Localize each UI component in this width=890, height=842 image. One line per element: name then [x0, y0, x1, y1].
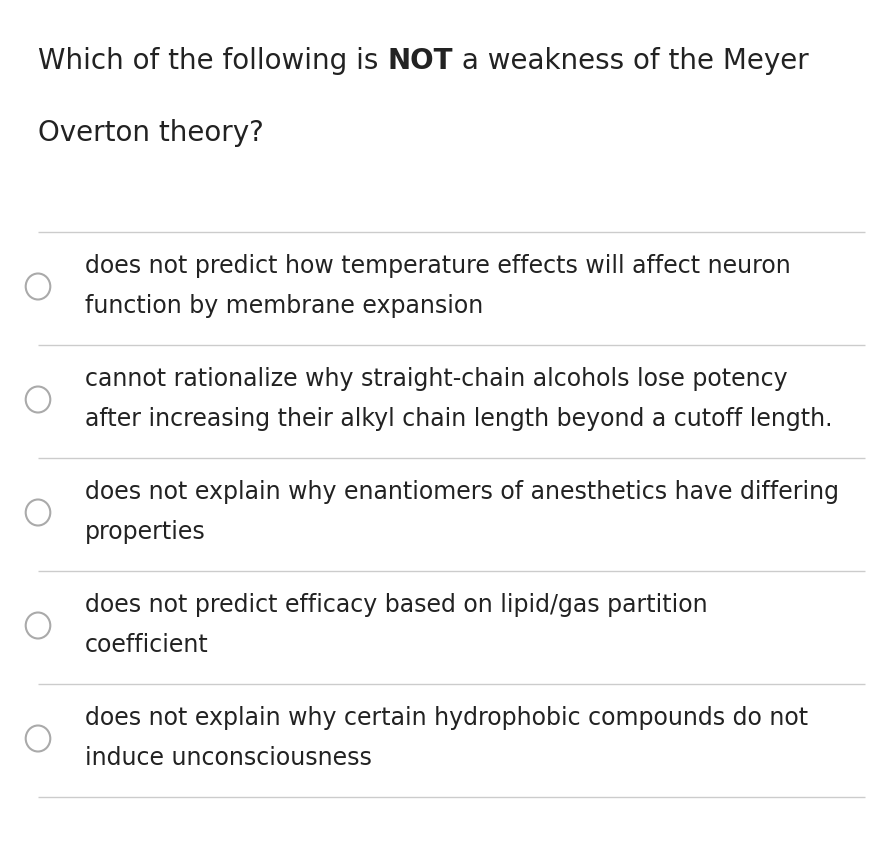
Text: coefficient: coefficient — [85, 633, 209, 657]
Text: Overton theory?: Overton theory? — [38, 119, 263, 147]
Text: function by membrane expansion: function by membrane expansion — [85, 294, 483, 318]
Text: induce unconsciousness: induce unconsciousness — [85, 746, 372, 770]
Text: does not predict efficacy based on lipid/gas partition: does not predict efficacy based on lipid… — [85, 593, 708, 617]
Text: does not predict how temperature effects will affect neuron: does not predict how temperature effects… — [85, 254, 790, 278]
Text: NOT: NOT — [387, 47, 453, 75]
Text: a weakness of the Meyer: a weakness of the Meyer — [453, 47, 808, 75]
Text: does not explain why enantiomers of anesthetics have differing: does not explain why enantiomers of anes… — [85, 480, 839, 504]
Text: after increasing their alkyl chain length beyond a cutoff length.: after increasing their alkyl chain lengt… — [85, 407, 832, 431]
Text: does not explain why certain hydrophobic compounds do not: does not explain why certain hydrophobic… — [85, 706, 808, 730]
Text: properties: properties — [85, 520, 206, 544]
Text: cannot rationalize why straight-chain alcohols lose potency: cannot rationalize why straight-chain al… — [85, 367, 788, 391]
Text: Which of the following is: Which of the following is — [38, 47, 387, 75]
